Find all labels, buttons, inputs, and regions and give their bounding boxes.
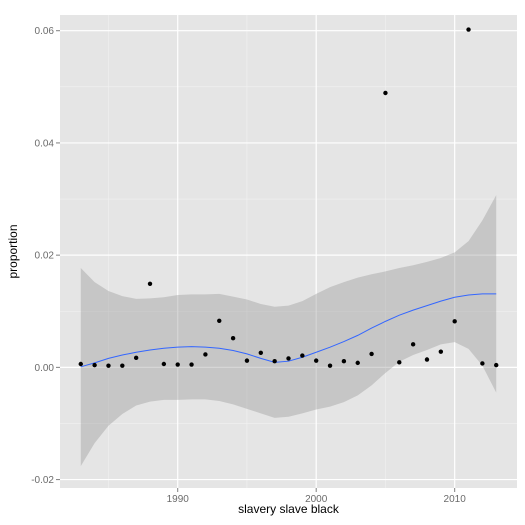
y-tick-label: 0.04 <box>35 138 55 149</box>
data-point <box>217 318 222 323</box>
data-point <box>203 352 208 357</box>
y-axis-ticks: -0.02 0.00 0.02 0.04 0.06 <box>31 26 60 486</box>
data-point <box>369 351 374 357</box>
x-axis-ticks: 1990 2000 2010 <box>167 488 467 505</box>
major-grid <box>60 15 517 488</box>
data-point <box>272 358 277 364</box>
smooth-line <box>80 293 497 368</box>
y-tick-label: 0.06 <box>35 26 55 37</box>
data-point <box>258 350 264 355</box>
data-point <box>383 90 388 96</box>
data-point <box>300 353 305 358</box>
data-point <box>161 361 167 367</box>
data-point <box>438 349 444 354</box>
data-point <box>410 342 416 347</box>
data-point <box>424 357 430 362</box>
data-point <box>189 362 194 367</box>
plot-panel <box>60 15 517 488</box>
confidence-band <box>80 195 497 467</box>
data-point <box>480 361 485 366</box>
data-point <box>133 355 139 361</box>
data-point <box>494 362 499 368</box>
x-tick-label: 1990 <box>167 494 190 505</box>
data-point <box>327 363 333 368</box>
data-point <box>286 356 291 361</box>
data-point <box>355 360 360 366</box>
data-point <box>244 358 250 363</box>
data-point <box>147 281 153 286</box>
data-point <box>78 361 83 367</box>
data-point <box>175 362 180 367</box>
data-point <box>341 358 347 364</box>
x-axis-title: slavery slave black <box>238 502 340 516</box>
x-tick-label: 2010 <box>444 494 467 505</box>
points <box>78 27 499 368</box>
data-point <box>92 362 97 368</box>
x-tick-label: 2000 <box>305 494 328 505</box>
data-point <box>106 363 111 368</box>
data-point <box>466 27 471 32</box>
y-axis-title: proportion <box>6 224 20 278</box>
y-tick-label: -0.02 <box>31 475 54 486</box>
data-point <box>452 319 457 324</box>
data-point <box>120 363 125 368</box>
data-point <box>230 335 236 341</box>
y-tick-label: 0.02 <box>35 251 55 262</box>
data-point <box>313 358 319 363</box>
y-tick-label: 0.00 <box>35 363 55 374</box>
data-point <box>397 360 402 365</box>
